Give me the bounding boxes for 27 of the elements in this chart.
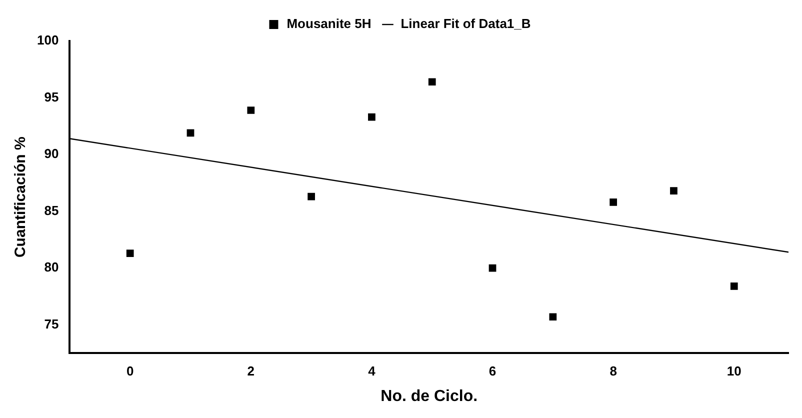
x-tick-label: 8 (610, 364, 617, 379)
point (186, 129, 194, 137)
y-tick-label: 90 (44, 146, 59, 162)
x-tick-label: 10 (726, 364, 742, 379)
legend-label: Linear Fit of Data1_B (400, 16, 531, 32)
point (428, 78, 436, 86)
point (308, 192, 315, 200)
point (549, 313, 557, 321)
x-tick-label: 0 (126, 364, 134, 379)
x-tick-label: 4 (368, 364, 376, 379)
y-tick-label: 80 (44, 260, 59, 275)
y-axis-title: Cuantificación % (12, 136, 30, 258)
point (730, 282, 738, 290)
point (670, 187, 678, 195)
x-tick-label: 6 (488, 364, 496, 379)
x-tick-label: 2 (247, 364, 255, 379)
y-tick-label: 100 (36, 32, 59, 48)
point (488, 264, 496, 272)
y-tick-label: 95 (44, 89, 59, 104)
point (126, 250, 134, 257)
x-axis-title: No. de Ciclo. (380, 388, 478, 405)
legend-label: Mousanite 5H (286, 16, 372, 32)
point (368, 113, 376, 121)
y-tick-label: 85 (44, 202, 59, 218)
point (610, 198, 618, 206)
y-tick-label: 75 (44, 316, 59, 332)
point (247, 106, 255, 114)
